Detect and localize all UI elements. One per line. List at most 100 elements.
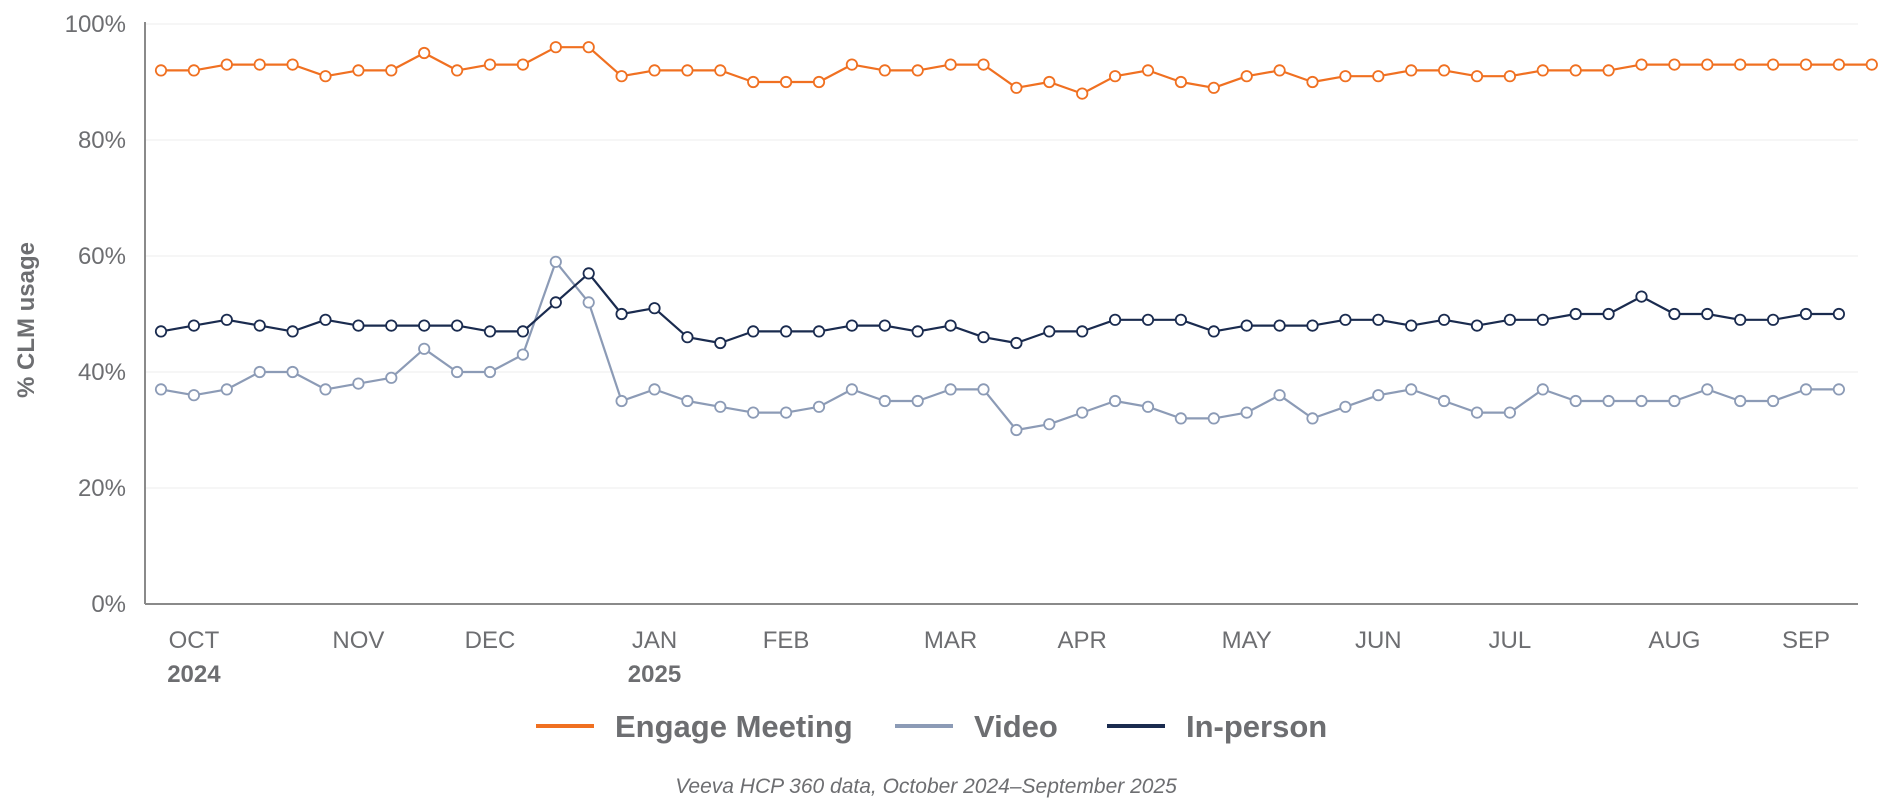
data-point	[253, 58, 266, 71]
data-point	[1339, 313, 1352, 326]
x-tick-label: JUL	[1489, 627, 1532, 654]
data-point	[1470, 70, 1484, 83]
data-point	[549, 41, 562, 54]
gridlines	[145, 23, 1858, 489]
data-point	[286, 365, 299, 379]
data-point	[1734, 313, 1747, 326]
data-point	[1141, 400, 1155, 413]
series-1	[154, 255, 1846, 437]
data-point	[1734, 394, 1747, 408]
data-point	[1240, 319, 1253, 332]
data-point	[1799, 383, 1813, 396]
series-group	[154, 41, 1878, 437]
y-tick-label: 0%	[91, 591, 126, 618]
data-point	[286, 58, 299, 71]
data-point	[1240, 70, 1253, 83]
data-point	[1141, 64, 1155, 77]
legend-label: Video	[974, 709, 1058, 744]
data-point	[1372, 313, 1385, 326]
data-point	[747, 406, 760, 419]
data-point	[1174, 313, 1188, 326]
x-tick-label: APR	[1058, 627, 1107, 654]
x-year-label: 2024	[167, 661, 221, 688]
data-point	[615, 307, 628, 321]
y-tick-label: 80%	[78, 127, 126, 154]
data-point	[352, 319, 365, 332]
data-point	[220, 58, 233, 71]
data-point	[648, 64, 661, 77]
data-point	[1503, 313, 1517, 326]
data-point	[1109, 70, 1122, 83]
data-point	[1865, 58, 1878, 71]
x-tick-label: SEP	[1782, 627, 1830, 654]
x-axis-ticks: OCT 2024 NOV DEC JAN 2025 FEB MAR APR MAY JUN JUL AU…	[167, 627, 1830, 688]
data-point	[549, 255, 562, 268]
x-tick-label: MAR	[924, 627, 977, 654]
data-point	[1701, 307, 1714, 321]
data-point	[648, 383, 661, 396]
data-point	[1602, 394, 1615, 408]
data-point	[1174, 412, 1188, 425]
x-tick-label: OCT	[169, 627, 220, 654]
data-point	[1076, 325, 1089, 338]
data-point	[1734, 58, 1747, 71]
data-point	[385, 319, 398, 332]
data-point	[1438, 64, 1451, 77]
x-tick-label: FEB	[763, 627, 810, 654]
data-point	[1273, 64, 1286, 77]
data-point	[1207, 412, 1220, 425]
data-point	[1174, 75, 1188, 89]
y-tick-label: 60%	[78, 243, 126, 270]
data-point	[1240, 406, 1253, 419]
data-point	[450, 365, 464, 379]
data-point	[681, 394, 694, 408]
data-point	[1207, 81, 1220, 94]
data-point	[1767, 394, 1780, 408]
data-point	[878, 319, 891, 332]
data-point	[286, 325, 299, 338]
data-point	[911, 64, 924, 77]
data-point	[516, 58, 530, 71]
data-point	[1470, 406, 1484, 419]
data-point	[1043, 418, 1056, 431]
y-axis-label: % CLM usage	[13, 242, 40, 398]
data-point	[1799, 58, 1813, 71]
data-point	[516, 325, 530, 338]
series-0	[154, 41, 1878, 100]
data-point	[878, 64, 891, 77]
data-point	[582, 41, 595, 54]
data-point	[1569, 307, 1582, 321]
data-point	[319, 313, 332, 326]
data-point	[812, 75, 826, 89]
data-point	[319, 70, 332, 83]
data-point	[450, 64, 464, 77]
axes	[144, 22, 1858, 605]
data-point	[483, 325, 497, 338]
x-tick-label: JAN	[632, 627, 677, 654]
data-point	[812, 325, 826, 338]
data-point	[681, 331, 694, 344]
data-point	[1010, 423, 1023, 437]
data-point	[187, 389, 200, 402]
data-point	[450, 319, 464, 332]
x-tick-label: DEC	[465, 627, 516, 654]
data-point	[352, 64, 365, 77]
data-point	[1405, 64, 1418, 77]
data-point	[1701, 58, 1714, 71]
data-point	[779, 75, 793, 89]
legend-label: Engage Meeting	[615, 709, 853, 744]
data-point	[878, 394, 891, 408]
data-point	[1536, 383, 1549, 396]
data-point	[1635, 394, 1648, 408]
y-tick-label: 100%	[65, 11, 126, 38]
data-point	[615, 70, 628, 83]
data-point	[187, 319, 200, 332]
data-point	[1372, 389, 1385, 402]
data-point	[944, 383, 957, 396]
series-2	[154, 267, 1846, 350]
data-point	[1076, 87, 1089, 100]
data-point	[911, 394, 924, 408]
data-point	[977, 383, 990, 396]
data-point	[154, 64, 168, 77]
data-point	[845, 319, 859, 332]
